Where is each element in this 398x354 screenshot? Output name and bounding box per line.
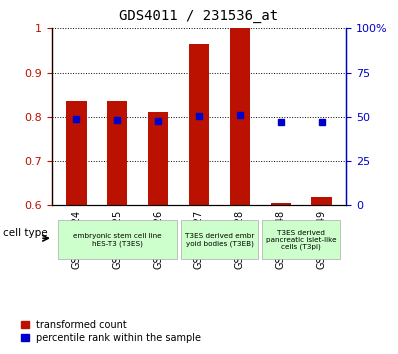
Bar — [189, 44, 209, 205]
Legend: transformed count, percentile rank within the sample: transformed count, percentile rank withi… — [21, 320, 201, 343]
Text: cell type: cell type — [3, 228, 47, 238]
Bar — [107, 101, 127, 205]
Bar — [148, 112, 168, 205]
FancyBboxPatch shape — [262, 220, 340, 259]
Text: T3ES derived
pancreatic islet-like
cells (T3pi): T3ES derived pancreatic islet-like cells… — [266, 230, 337, 250]
Bar — [66, 101, 86, 205]
Text: T3ES derived embr
yoid bodies (T3EB): T3ES derived embr yoid bodies (T3EB) — [185, 233, 254, 247]
FancyBboxPatch shape — [58, 220, 176, 259]
FancyBboxPatch shape — [181, 220, 258, 259]
Bar — [230, 28, 250, 205]
Bar — [271, 203, 291, 205]
Text: embryonic stem cell line
hES-T3 (T3ES): embryonic stem cell line hES-T3 (T3ES) — [73, 233, 162, 247]
Bar — [312, 197, 332, 205]
Text: GDS4011 / 231536_at: GDS4011 / 231536_at — [119, 9, 279, 23]
